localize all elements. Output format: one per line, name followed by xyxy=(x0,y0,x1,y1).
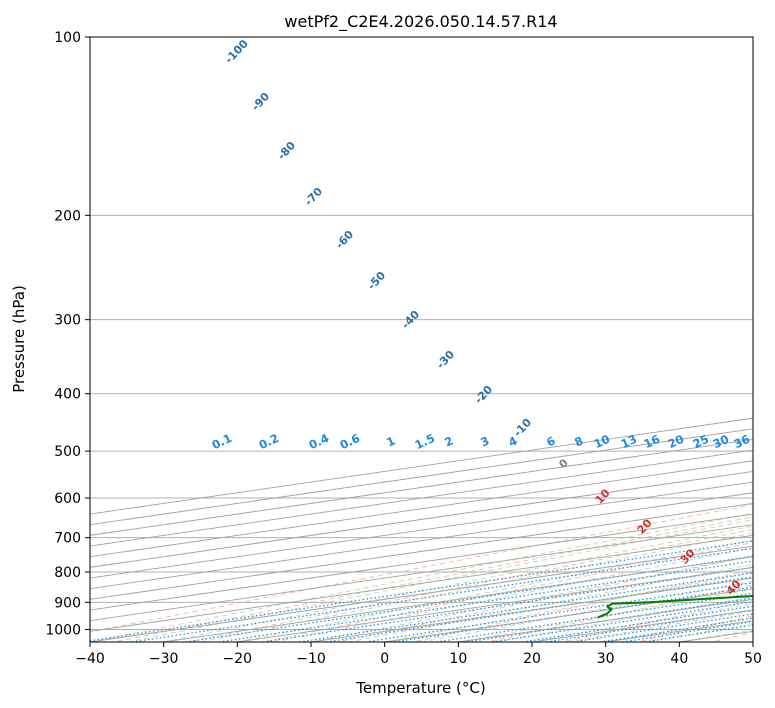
x-tick-label: 30 xyxy=(597,651,615,667)
x-tick-label: −30 xyxy=(149,651,179,667)
moist-adiabat-line xyxy=(274,547,753,642)
x-tick-label: −20 xyxy=(223,651,253,667)
isotherm-line xyxy=(90,449,753,547)
x-tick-label: 0 xyxy=(380,651,389,667)
y-tick-label: 900 xyxy=(54,595,81,611)
mixing-ratio-line xyxy=(90,540,753,642)
x-tick-label: 40 xyxy=(670,651,688,667)
chart-title: wetPf2_C2E4.2026.050.14.57.R14 xyxy=(284,12,557,32)
mixing-ratio-label: 16 xyxy=(642,432,662,451)
isotherm-line xyxy=(90,481,753,579)
isotherm-line xyxy=(90,492,753,590)
mixing-ratio-line xyxy=(218,560,753,642)
moist-adiabat-line xyxy=(237,539,753,642)
mixing-ratio-label: 36 xyxy=(732,432,752,451)
isotherm-line xyxy=(90,502,753,600)
y-tick-label: 100 xyxy=(54,30,81,46)
isotherms xyxy=(90,417,753,642)
moist-adiabat-line xyxy=(163,525,753,642)
isotherm-line xyxy=(90,460,753,558)
mixing-ratio-lines xyxy=(90,540,753,642)
mixing-ratio-label: 20 xyxy=(666,432,686,451)
x-tick-label: −40 xyxy=(75,651,105,667)
y-tick-label: 300 xyxy=(54,313,81,329)
mixing-ratio-line xyxy=(572,613,753,642)
x-axis-label: Temperature (°C) xyxy=(355,679,485,697)
moist-adiabats xyxy=(90,512,753,642)
y-tick-label: 800 xyxy=(54,565,81,581)
moist-adiabat-line xyxy=(200,532,753,642)
x-tick-label: 10 xyxy=(449,651,467,667)
x-axis: −40 −30 −20 −10 0 10 20 30 40 50 xyxy=(75,642,762,667)
mixing-ratio-label: 13 xyxy=(619,432,639,451)
y-tick-label: 200 xyxy=(54,208,81,224)
mixing-ratio-label: 25 xyxy=(691,432,711,451)
mixing-ratio-line xyxy=(599,617,753,642)
isotherm-line xyxy=(90,524,753,622)
y-tick-label: 500 xyxy=(54,444,81,460)
y-tick-label: 600 xyxy=(54,491,81,507)
mixing-ratio-line xyxy=(262,566,753,642)
y-tick-label: 1000 xyxy=(45,622,81,638)
y-axis: 100 200 300 400 500 600 700 800 900 1000 xyxy=(45,30,90,638)
dry-adiabat-line xyxy=(338,555,753,642)
moist-adiabat-line xyxy=(90,512,753,642)
mixing-ratio-line xyxy=(185,555,753,642)
x-tick-label: 50 xyxy=(744,651,762,667)
moist-adiabat-line xyxy=(126,519,753,642)
isotherm-line xyxy=(90,513,753,611)
y-tick-label: 700 xyxy=(54,531,81,547)
mixing-ratio-label: 10 xyxy=(592,432,612,451)
mixing-ratio-line xyxy=(546,609,753,642)
y-axis-label: Pressure (hPa) xyxy=(10,285,28,393)
x-tick-label: −10 xyxy=(296,651,326,667)
plot-frame xyxy=(89,36,754,643)
x-tick-label: 20 xyxy=(523,651,541,667)
moist-adiabat-line xyxy=(495,596,753,642)
mixing-ratio-label: 30 xyxy=(711,432,731,451)
pressure-grid xyxy=(90,37,753,630)
moist-adiabat-line xyxy=(384,572,753,642)
isotherm-line xyxy=(90,534,753,632)
dry-adiabat-line xyxy=(188,528,753,642)
y-tick-label: 400 xyxy=(54,387,81,403)
mixing-ratio-line xyxy=(131,547,753,642)
isotherm-line xyxy=(90,470,753,568)
